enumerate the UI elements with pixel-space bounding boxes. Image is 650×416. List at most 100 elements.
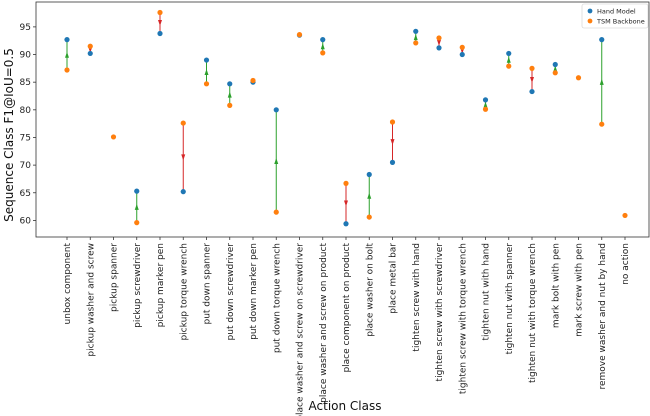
tsm-backbone-point	[134, 220, 140, 226]
legend-marker	[587, 18, 593, 24]
arrows	[65, 12, 604, 224]
x-tick-label: put down marker pen	[249, 243, 259, 340]
tsm-backbone-point	[366, 214, 372, 220]
change-arrow-head	[390, 139, 395, 146]
change-arrow-head	[274, 157, 279, 164]
tsm-backbone-point	[413, 40, 419, 46]
change-arrow-head	[599, 78, 604, 85]
hand-model-point	[436, 45, 442, 51]
tsm-backbone-point	[273, 209, 279, 215]
tsm-backbone-point	[110, 134, 117, 140]
x-tick-label: place washer on bolt	[365, 243, 375, 337]
x-axis-title: Action Class	[309, 399, 382, 413]
y-tick-label: 85	[20, 78, 31, 88]
hand-model-point	[320, 37, 326, 43]
hand-model-point	[529, 88, 535, 95]
change-arrow-head	[530, 76, 534, 83]
legend-marker	[587, 8, 593, 14]
x-tick-label: put down spanner	[203, 243, 213, 325]
change-arrow-head	[506, 56, 511, 63]
x-tick-label: tighten screw with screwdriver	[435, 243, 445, 382]
tsm-backbone-point	[343, 180, 349, 186]
y-axis: 60 65 70 75 80 85 90 95	[20, 23, 36, 226]
x-tick-label: pickup screwdriver	[133, 243, 143, 328]
hand-model-point	[343, 221, 349, 227]
change-arrow-head	[134, 203, 139, 210]
x-tick-label: tighten nut with spanner	[505, 243, 515, 355]
x-tick-label: pickup marker pen	[156, 243, 166, 327]
tsm-backbone-point	[389, 119, 396, 125]
y-axis-title: Sequence Class F1@IoU=0.5	[2, 48, 16, 222]
x-tick-label: pickup torque wrench	[179, 243, 189, 341]
change-arrow-head	[65, 51, 69, 58]
x-tick-label: remove washer and nut by hand	[598, 243, 608, 390]
legend-label: TSM Backbone	[596, 17, 645, 25]
change-arrow-head	[367, 192, 372, 199]
hand-model-point	[552, 61, 558, 68]
x-tick-label: unbox component	[63, 243, 73, 325]
x-tick-label: put down screwdriver	[226, 243, 236, 341]
tsm-backbone-point	[552, 70, 558, 76]
y-tick-label: 95	[20, 23, 31, 33]
plot-area	[35, 1, 650, 238]
hand-model-point	[599, 37, 605, 43]
tsm-backbone-point	[436, 35, 442, 41]
x-tick-label: tighten screw with torque wrench	[458, 243, 468, 394]
x-tick-label: mark screw with pen	[575, 243, 585, 337]
change-arrow-head	[181, 154, 186, 161]
legend-label: Hand Model	[597, 7, 636, 15]
tsm-backbone-point	[180, 120, 186, 126]
tsm-backbone-point	[250, 77, 256, 84]
x-tick-label: pickup washer and screw	[86, 243, 96, 357]
tsm-backbone-point	[296, 32, 303, 38]
x-tick-label: no action	[621, 243, 631, 285]
change-arrow-head	[204, 68, 209, 75]
x-tick-label: tighten nut with hand	[482, 243, 492, 340]
x-tick-label: place component on product	[342, 243, 352, 373]
hand-model-point	[389, 159, 396, 165]
hand-model-point	[366, 171, 372, 178]
hand-model-point	[413, 28, 419, 34]
change-arrow-head	[437, 39, 441, 46]
tsm-backbone-point	[87, 43, 93, 49]
tsm-backbone-point	[506, 63, 512, 69]
hand-model-point	[273, 107, 279, 113]
legend-box	[581, 3, 649, 29]
x-tick-label: tighten nut with torque wrench	[528, 243, 538, 383]
y-tick-label: 70	[20, 161, 32, 171]
hand-model-point	[459, 51, 465, 58]
change-arrow-head	[344, 200, 348, 207]
x-tick-label: pickup spanner	[110, 243, 120, 312]
tsm-backbone-point	[64, 67, 70, 73]
change-arrow-head	[483, 101, 488, 108]
x-tick-label: place washer and screw on screwdriver	[296, 243, 306, 416]
tsm-backbone-point	[157, 9, 163, 16]
tsm-backbone-point	[203, 81, 210, 87]
change-arrow-head	[227, 91, 232, 98]
legend: Hand Model TSM Backbone	[581, 3, 649, 29]
x-tick-label: mark bolt with pen	[551, 243, 561, 328]
tsm-backbone-point	[599, 121, 605, 127]
change-arrow-head	[413, 34, 418, 41]
x-tick-label: tighten screw with hand	[412, 243, 422, 352]
x-axis: unbox component pickup washer and screw pi…	[63, 237, 631, 416]
hand-model-point	[506, 50, 512, 57]
y-tick-label: 65	[20, 189, 31, 199]
tsm-backbone-point	[320, 50, 326, 56]
tsm-backbone-point	[482, 106, 489, 112]
plot-frame	[35, 1, 650, 238]
hand-model-point	[482, 97, 489, 103]
x-tick-label: put down torque wrench	[272, 243, 282, 353]
hand-model-point	[180, 189, 186, 195]
change-arrow-head	[320, 43, 325, 50]
y-tick-label: 80	[20, 106, 32, 116]
tsm-backbone-point	[227, 102, 233, 108]
hand-model-point	[64, 37, 70, 43]
hand-model-point	[134, 188, 140, 194]
tsm-backbone-point	[459, 44, 465, 50]
tsm-backbone-point	[529, 65, 535, 71]
y-tick-label: 60	[20, 216, 32, 226]
tsm-backbone-point	[622, 212, 628, 219]
tsm-backbone-point	[575, 75, 582, 81]
